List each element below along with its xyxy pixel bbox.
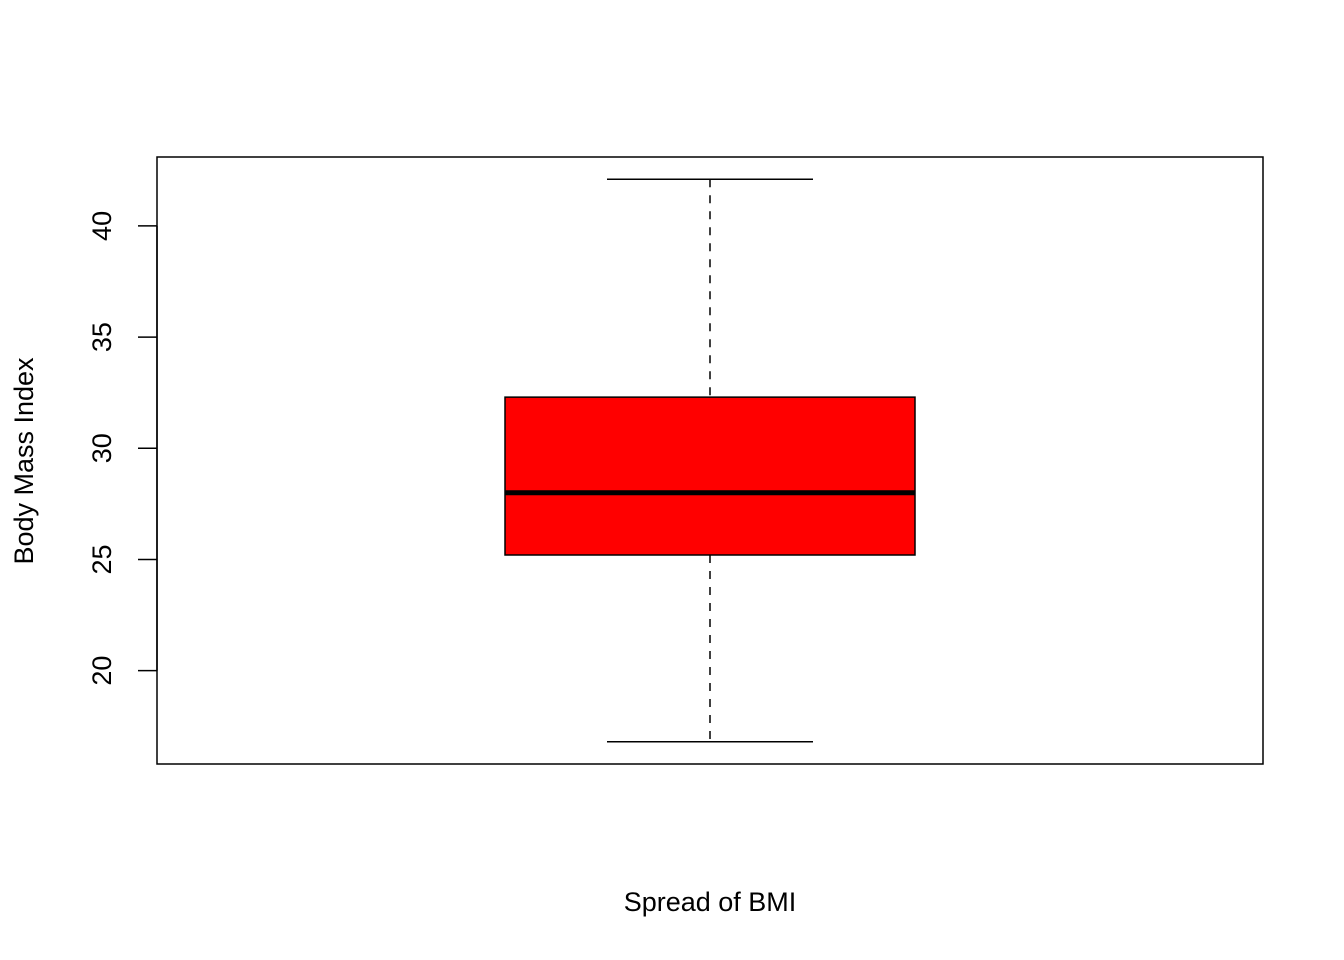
y-tick-label: 40 bbox=[87, 211, 117, 241]
y-tick-label: 35 bbox=[87, 322, 117, 352]
y-axis: 20 25 30 35 40 bbox=[87, 211, 158, 686]
x-axis-label: Spread of BMI bbox=[624, 887, 797, 917]
y-tick-label: 20 bbox=[87, 656, 117, 686]
y-tick-label: 25 bbox=[87, 544, 117, 574]
y-axis-label: Body Mass Index bbox=[9, 357, 39, 565]
box-plot bbox=[504, 178, 916, 743]
iqr-box bbox=[504, 396, 916, 556]
y-tick-label: 30 bbox=[87, 433, 117, 463]
